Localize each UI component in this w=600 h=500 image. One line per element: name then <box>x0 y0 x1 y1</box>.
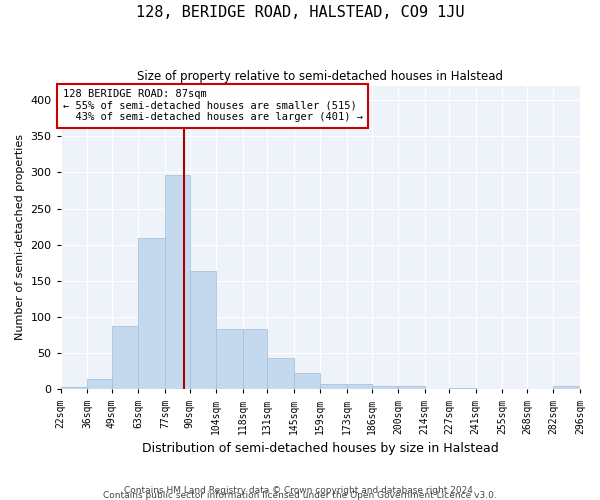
Bar <box>449 388 476 390</box>
X-axis label: Distribution of semi-detached houses by size in Halstead: Distribution of semi-detached houses by … <box>142 442 499 455</box>
Title: Size of property relative to semi-detached houses in Halstead: Size of property relative to semi-detach… <box>137 70 503 83</box>
Bar <box>242 328 267 390</box>
Bar <box>398 386 425 390</box>
Bar <box>165 176 190 390</box>
Text: Contains public sector information licensed under the Open Government Licence v3: Contains public sector information licen… <box>103 491 497 500</box>
Text: 128, BERIDGE ROAD, HALSTEAD, CO9 1JU: 128, BERIDGE ROAD, HALSTEAD, CO9 1JU <box>136 5 464 20</box>
Bar <box>553 386 580 390</box>
Bar <box>190 272 216 390</box>
Text: 128 BERIDGE ROAD: 87sqm
← 55% of semi-detached houses are smaller (515)
  43% of: 128 BERIDGE ROAD: 87sqm ← 55% of semi-de… <box>62 89 362 122</box>
Bar <box>139 238 165 390</box>
Bar <box>294 374 320 390</box>
Bar <box>112 326 139 390</box>
Bar <box>320 384 347 390</box>
Bar <box>371 386 398 390</box>
Bar <box>216 328 242 390</box>
Bar <box>61 387 87 390</box>
Bar <box>347 384 371 390</box>
Bar <box>267 358 294 390</box>
Text: Contains HM Land Registry data © Crown copyright and database right 2024.: Contains HM Land Registry data © Crown c… <box>124 486 476 495</box>
Y-axis label: Number of semi-detached properties: Number of semi-detached properties <box>15 134 25 340</box>
Bar <box>87 380 112 390</box>
